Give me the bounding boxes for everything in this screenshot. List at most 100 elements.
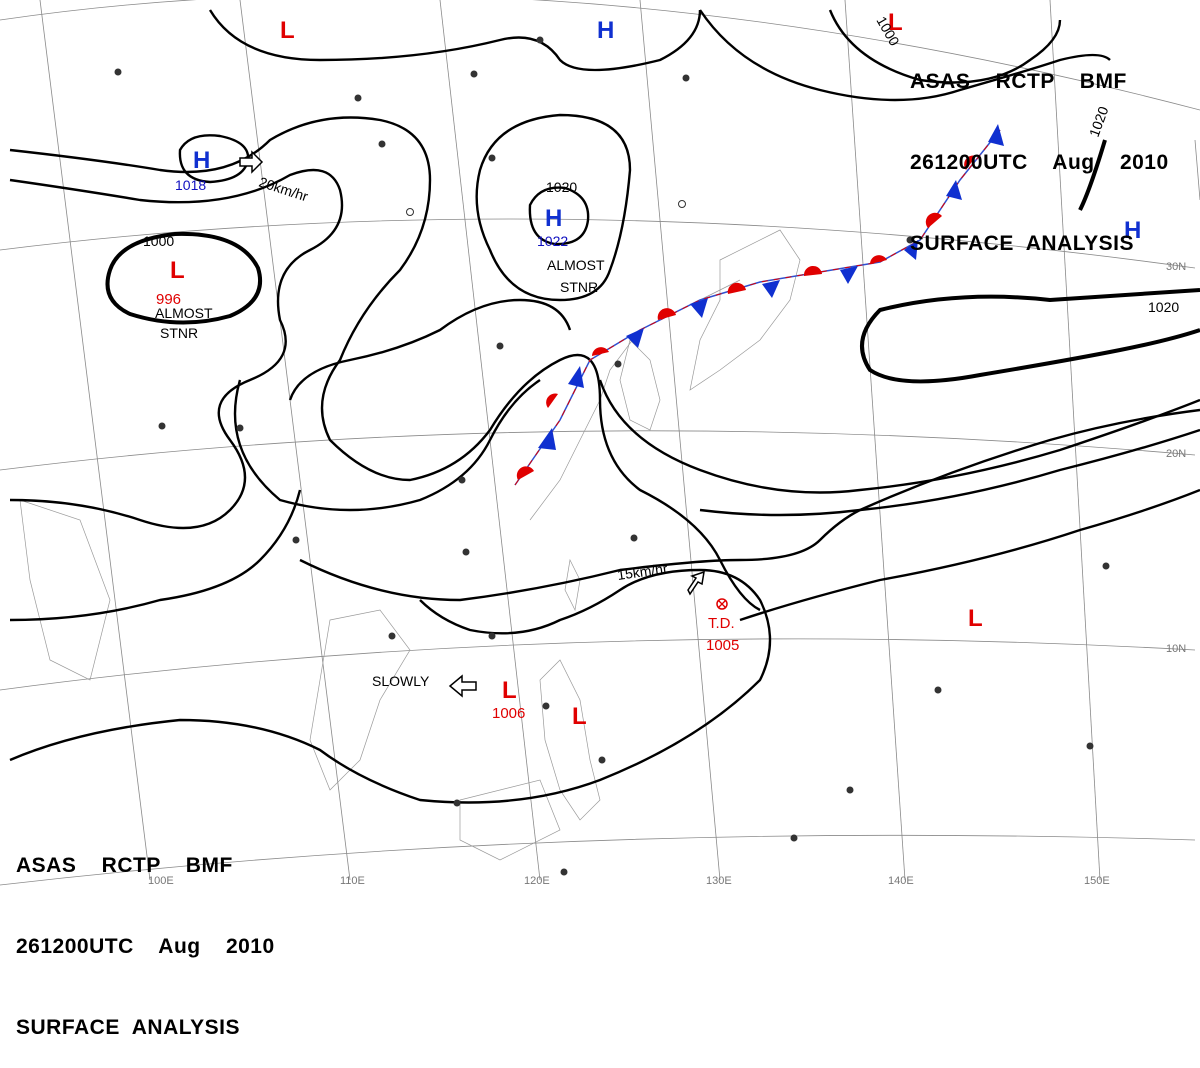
header-bottom-line1: ASAS RCTP BMF — [16, 854, 233, 877]
station-marker — [158, 422, 166, 430]
warm-mark-3 — [592, 347, 609, 356]
high-west-pressure: 1018 — [175, 177, 206, 193]
station-marker — [354, 94, 362, 102]
lon-label-100e: 100E — [148, 875, 174, 887]
isobar-label-1020-east: 1020 — [1148, 299, 1179, 315]
cold-mark-7 — [904, 240, 918, 260]
coast-india — [19, 499, 111, 681]
station-marker — [906, 236, 914, 244]
parallel-40n — [0, 0, 1200, 111]
graticule-labels: 100E 110E 120E 130E 140E 150E 30N 20N 10… — [148, 261, 1186, 887]
cold-mark-3 — [626, 328, 644, 348]
station-marker — [470, 70, 478, 78]
low-west-symbol: L — [170, 257, 185, 284]
lon-label-110e: 110E — [340, 875, 365, 887]
warm-mark-9 — [964, 155, 976, 170]
isobar-west-outer-2 — [9, 116, 761, 612]
lat-label-20n: 20N — [1166, 448, 1186, 460]
isobar-label-1000-west: 1000 — [143, 233, 174, 249]
station-marker — [790, 834, 798, 842]
tropical-depression-symbol — [716, 598, 728, 610]
lon-label-150e: 150E — [1084, 875, 1110, 887]
td-pressure: 1005 — [706, 637, 739, 654]
td-label: T.D. — [708, 615, 735, 632]
arrow-td-motion — [687, 570, 705, 596]
lon-label-130e: 130E — [706, 875, 732, 887]
meridian-130e — [639, 0, 721, 881]
station-marker — [406, 208, 414, 216]
station-marker — [934, 686, 942, 694]
cold-mark-6 — [840, 266, 858, 284]
warm-mark-4 — [657, 308, 676, 320]
isobar-west-outer-1 — [9, 168, 344, 530]
low-topleft-symbol: L — [280, 17, 295, 44]
station-marker — [114, 68, 122, 76]
slowly-label: SLOWLY — [372, 673, 430, 689]
isobar-north-1020 — [528, 186, 590, 246]
meridian-160e — [1194, 139, 1200, 201]
arrow-slowly — [448, 674, 477, 698]
graticule — [0, 0, 1200, 886]
station-marker — [488, 632, 496, 640]
station-marker — [1086, 742, 1094, 750]
header-bottom: ASAS RCTP BMF 261200UTC Aug 2010 SURFACE… — [16, 798, 275, 1068]
meridian-150e — [1049, 0, 1101, 881]
low-luzon-symbol: L — [572, 703, 587, 730]
isobar-1020-ne — [1078, 139, 1107, 211]
arrow-west-high-motion — [239, 150, 264, 174]
high-north-pressure: 1022 — [537, 233, 568, 249]
lon-label-140e: 140E — [888, 875, 914, 887]
station-marker — [378, 140, 386, 148]
station-plots — [114, 36, 1110, 876]
almost-stnr-north-line1: ALMOST — [547, 257, 605, 273]
station-marker — [458, 476, 466, 484]
meridian-140e — [844, 0, 906, 881]
low-topright-symbol: L — [888, 9, 903, 36]
coastlines — [19, 229, 801, 861]
warm-mark-1 — [516, 466, 534, 480]
isobar-south-band — [9, 568, 772, 804]
parallel-20n — [0, 430, 1196, 471]
isobar-se — [739, 488, 1200, 622]
isobar-inner-loop — [288, 298, 572, 401]
almost-stnr-north-line2: STNR — [560, 279, 598, 295]
station-marker — [388, 632, 396, 640]
cold-mark-1 — [538, 428, 556, 450]
cold-mark-8 — [946, 180, 962, 200]
station-marker — [292, 536, 300, 544]
high-east-symbol: H — [1124, 217, 1141, 244]
coast-philippines — [539, 659, 601, 821]
coast-korea — [619, 339, 661, 431]
header-bottom-line2: 261200UTC Aug 2010 — [16, 935, 275, 958]
pressure-centers: L H L H 1018 L 996 H 1022 H L 1006 L L T… — [156, 9, 1141, 730]
station-marker — [614, 360, 622, 368]
warm-mark-5 — [727, 282, 746, 294]
almost-stnr-west-line1: ALMOST — [155, 305, 213, 321]
station-marker — [1102, 562, 1110, 570]
low-philippines-symbol: L — [502, 677, 517, 704]
header-top-line3: SURFACE ANALYSIS — [910, 232, 1134, 255]
station-marker — [542, 702, 550, 710]
station-marker — [598, 756, 606, 764]
station-marker — [678, 200, 686, 208]
coast-taiwan — [564, 558, 581, 612]
low-philippines-pressure: 1006 — [492, 705, 525, 722]
header-top-line1: ASAS RCTP BMF — [910, 70, 1127, 93]
isobar-mid-band-2 — [299, 408, 1200, 602]
motion-arrows — [239, 150, 705, 698]
cold-mark-2 — [568, 366, 584, 388]
header-top: ASAS RCTP BMF 261200UTC Aug 2010 SURFACE… — [910, 14, 1169, 284]
station-marker — [846, 786, 854, 794]
lat-label-10n: 10N — [1166, 643, 1186, 655]
station-marker — [488, 154, 496, 162]
isobar-west-high-ring — [178, 134, 250, 184]
speed-td-label: 15km/hr — [616, 560, 669, 583]
station-marker — [236, 424, 244, 432]
header-bottom-line3: SURFACE ANALYSIS — [16, 1016, 240, 1039]
coast-japan — [689, 229, 801, 391]
annotations: ALMOST STNR ALMOST STNR 20km/hr 15km/hr … — [155, 174, 669, 689]
low-west-pressure: 996 — [156, 291, 181, 308]
isobar-top-arc — [208, 9, 702, 72]
isobar-tail-east — [699, 428, 1200, 517]
low-pacific-symbol: L — [968, 605, 983, 632]
